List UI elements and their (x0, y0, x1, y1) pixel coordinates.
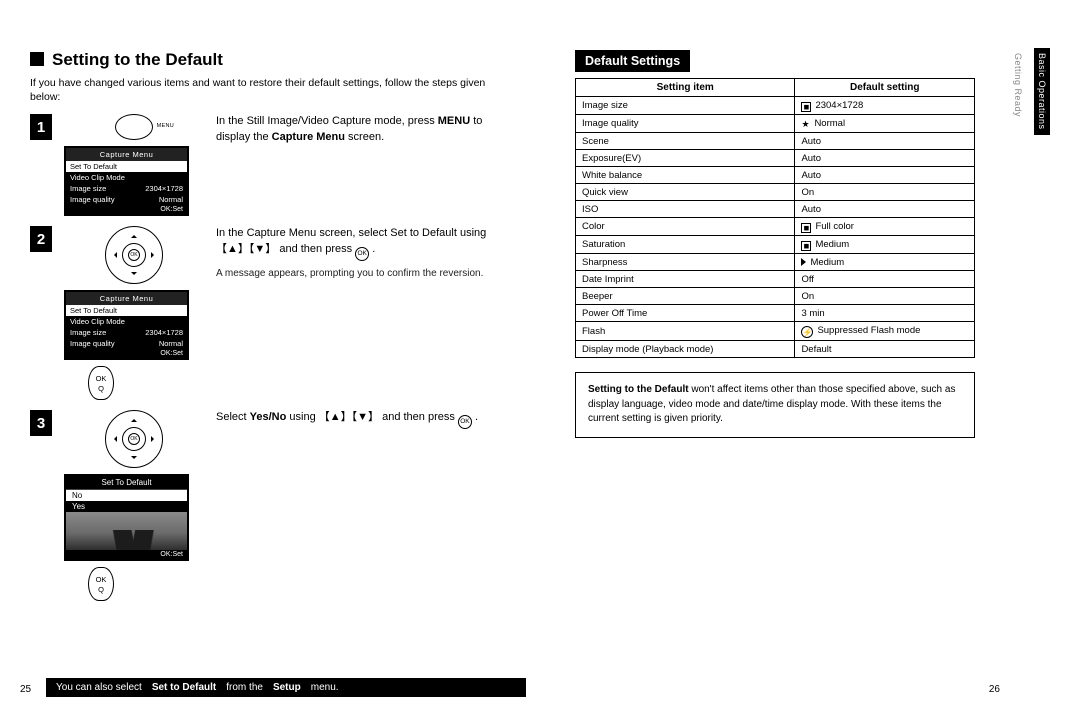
ok-inline-icon: OK (355, 247, 369, 261)
ok-button-icon: OKQ (88, 366, 114, 400)
table-header: Default setting (795, 79, 975, 97)
square-icon: ◼ (801, 102, 811, 112)
table-row: Flash⚡Suppressed Flash mode (576, 322, 975, 341)
mini-title: Capture Menu (66, 148, 187, 161)
page-title: Setting to the Default (30, 50, 500, 70)
step-number: 2 (30, 226, 52, 252)
table-row: Color◼Full color (576, 218, 975, 236)
section-header: Default Settings (575, 50, 690, 72)
table-row: Image size◼2304×1728 (576, 97, 975, 115)
footer-hint: You can also select Set to Default from … (46, 678, 526, 697)
page-number-left: 25 (20, 684, 31, 695)
side-tab-inactive: Getting Ready (1010, 48, 1026, 135)
confirm-screen: Set To Default No Yes OK:Set (64, 474, 189, 561)
step-2: 2 OK Capture Menu Set To Default Video C… (30, 226, 500, 400)
ok-inline-icon: OK (458, 415, 472, 429)
table-row: Date ImprintOff (576, 271, 975, 288)
table-header: Setting item (576, 79, 795, 97)
table-row: Display mode (Playback mode)Default (576, 341, 975, 358)
default-settings-table: Setting item Default setting Image size◼… (575, 78, 975, 358)
step-2-text: In the Capture Menu screen, select Set t… (216, 226, 500, 400)
square-icon: ◼ (801, 223, 811, 233)
dpad-icon: OK (105, 410, 163, 468)
ok-button-icon: OKQ (88, 567, 114, 601)
dpad-icon: OK (105, 226, 163, 284)
side-tabs: Basic Operations Getting Ready (1010, 48, 1050, 135)
square-icon: ◼ (801, 241, 811, 251)
page-number-right: 26 (989, 684, 1000, 695)
side-tab-active: Basic Operations (1034, 48, 1050, 135)
star-icon: ★ (801, 119, 811, 130)
capture-menu-screen: Capture Menu Set To Default Video Clip M… (64, 290, 189, 360)
table-row: SharpnessMedium (576, 254, 975, 271)
table-row: Image quality★Normal (576, 115, 975, 133)
step-1: 1 Capture Menu Set To Default Video Clip… (30, 114, 500, 216)
step-number: 3 (30, 410, 52, 436)
step-3-text: Select Yes/No using 【▲】【▼】 and then pres… (216, 410, 500, 601)
intro-text: If you have changed various items and wa… (30, 76, 500, 104)
menu-button-icon (115, 114, 153, 140)
table-row: ISOAuto (576, 201, 975, 218)
capture-menu-screen: Capture Menu Set To Default Video Clip M… (64, 146, 189, 216)
table-row: SceneAuto (576, 133, 975, 150)
table-row: Exposure(EV)Auto (576, 150, 975, 167)
step-1-text: In the Still Image/Video Capture mode, p… (216, 114, 500, 216)
note-box: Setting to the Default won't affect item… (575, 372, 975, 438)
triangle-icon (801, 258, 806, 266)
table-row: Saturation◼Medium (576, 236, 975, 254)
step-3: 3 OK Set To Default No Yes OK:Set (30, 410, 500, 601)
table-row: Power Off Time3 min (576, 305, 975, 322)
table-row: Quick viewOn (576, 184, 975, 201)
flash-icon: ⚡ (801, 326, 813, 338)
table-row: White balanceAuto (576, 167, 975, 184)
step-number: 1 (30, 114, 52, 140)
table-row: BeeperOn (576, 288, 975, 305)
